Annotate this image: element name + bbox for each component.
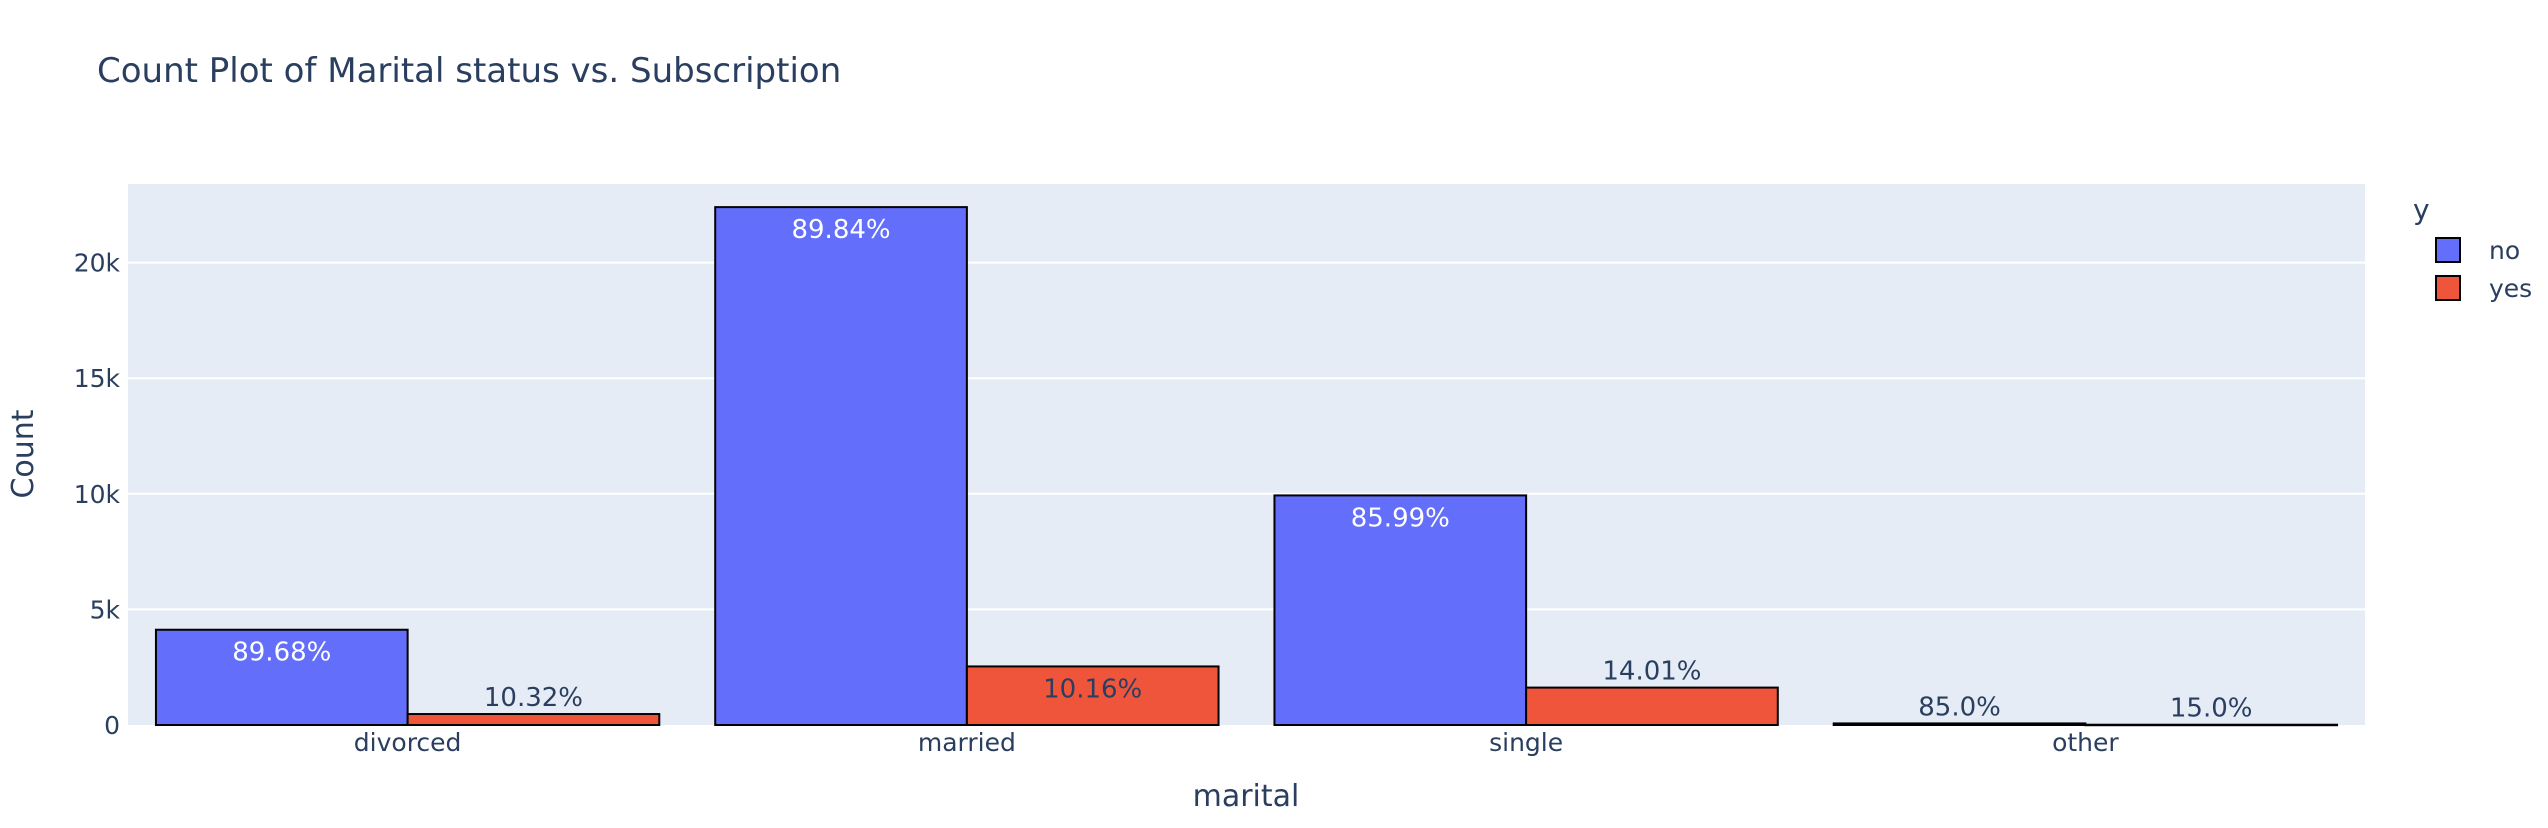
bar-no-single bbox=[1273, 494, 1528, 726]
legend-item-no: no bbox=[2489, 236, 2520, 265]
bar-yes-single bbox=[1525, 686, 1779, 727]
legend-swatch bbox=[2435, 275, 2461, 301]
x-axis-title: marital bbox=[1193, 779, 1300, 814]
gridlines bbox=[128, 261, 2365, 611]
legend-item-yes: yes bbox=[2489, 274, 2532, 303]
data-label: 10.32% bbox=[484, 683, 583, 713]
data-label: 14.01% bbox=[1602, 657, 1701, 687]
y-tick-label: 10k bbox=[74, 480, 121, 509]
y-tick-label: 5k bbox=[90, 595, 121, 624]
legend-swatch bbox=[2435, 237, 2461, 263]
bar-no-divorced bbox=[154, 628, 409, 726]
y-ticks: 0 5k 10k 15k 20k bbox=[74, 249, 121, 740]
bar-yes-married bbox=[965, 665, 1220, 727]
y-axis-title: Count bbox=[6, 409, 41, 498]
bar-yes-other bbox=[2084, 723, 2339, 727]
y-tick-label: 15k bbox=[74, 364, 121, 393]
data-label: 89.84% bbox=[791, 215, 890, 245]
legend: y no yes bbox=[2413, 193, 2532, 303]
y-tick-label: 0 bbox=[104, 711, 120, 740]
bar-no-married bbox=[714, 206, 968, 727]
bar-no-other bbox=[1832, 722, 2087, 726]
x-tick-label: divorced bbox=[354, 728, 462, 757]
data-label: 10.16% bbox=[1043, 674, 1142, 704]
x-tick-label: married bbox=[918, 728, 1016, 757]
data-label: 85.0% bbox=[1918, 692, 2001, 722]
bars bbox=[154, 206, 2339, 727]
data-label: 85.99% bbox=[1351, 503, 1450, 533]
bar-labels: 89.68% 10.32% 89.84% 10.16% 85.99% 14.01% 85.0… bbox=[232, 215, 2252, 724]
data-label: 89.68% bbox=[232, 638, 331, 668]
data-label: 15.0% bbox=[2170, 694, 2253, 724]
bar-yes-divorced bbox=[406, 713, 661, 726]
y-tick-label: 20k bbox=[74, 249, 121, 278]
plot-area bbox=[128, 184, 2365, 725]
x-ticks: divorced married single other bbox=[354, 728, 2120, 757]
x-tick-label: single bbox=[1489, 728, 1563, 757]
chart-title: Count Plot of Marital status vs. Subscri… bbox=[97, 51, 841, 91]
legend-title: y bbox=[2413, 193, 2430, 226]
x-tick-label: other bbox=[2052, 728, 2119, 757]
